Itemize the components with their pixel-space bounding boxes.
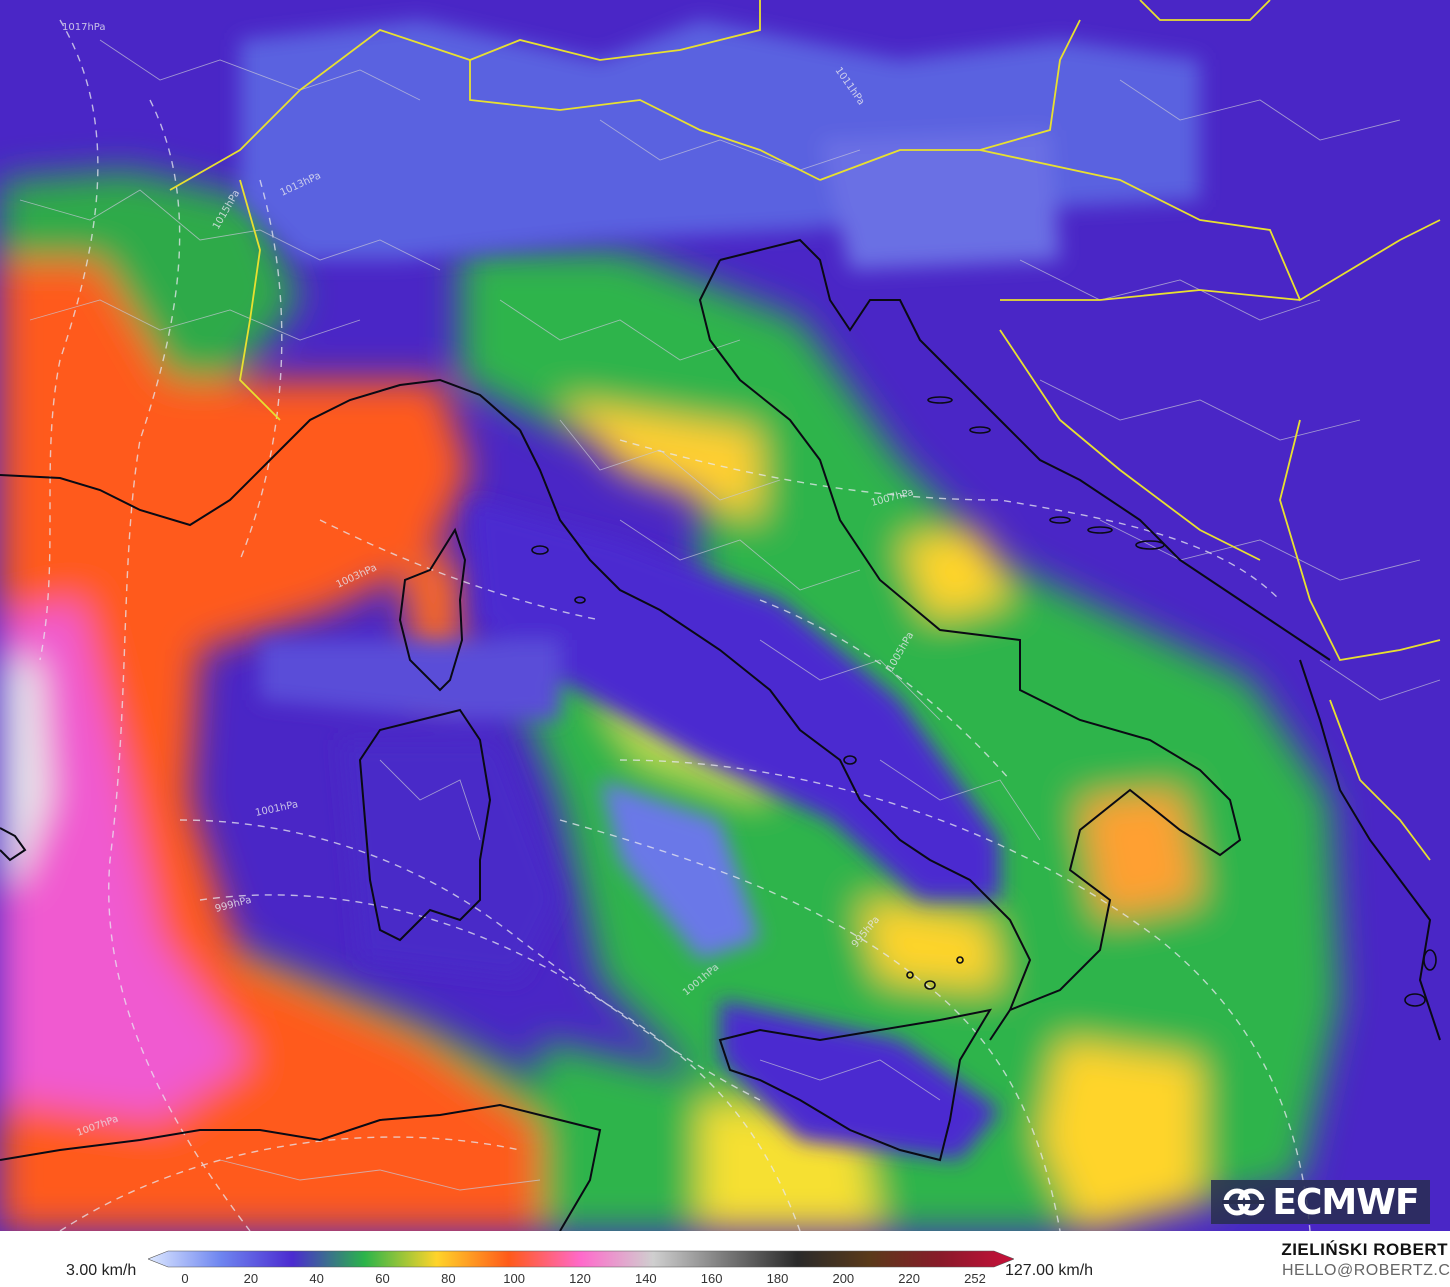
colorbar-tick-label: 20 <box>243 1271 259 1286</box>
colorbar-tick-label: 40 <box>309 1271 324 1286</box>
region-borders <box>19 39 1441 1191</box>
ecmwf-logo-icon <box>1222 1188 1267 1216</box>
colorbar-tick-label: 60 <box>375 1271 390 1286</box>
colorbar-tick-label: 220 <box>898 1271 921 1286</box>
colorbar-tick-label: 120 <box>569 1271 591 1286</box>
wind-gust-map: 1017hPa 1013hPa 1011hPa 1015hPa 1007hPa … <box>0 0 1450 1231</box>
legend-min-label: 3.00 km/h <box>66 1262 137 1279</box>
islands <box>531 396 1437 1007</box>
author-credit: ZIELIŃSKI ROBERT <box>1281 1240 1448 1259</box>
isobar-label: 1017hPa <box>62 22 106 33</box>
colorbar-tick-label: 252 <box>964 1271 986 1286</box>
colorbar <box>148 1250 1014 1268</box>
legend-max-label: 127.00 km/h <box>1005 1262 1094 1279</box>
colorbar-tick-label: 160 <box>700 1271 723 1286</box>
map-canvas: 1017hPa 1013hPa 1011hPa 1015hPa 1007hPa … <box>0 0 1441 1231</box>
ecmwf-logo: ECMWF <box>1211 1180 1430 1224</box>
coastlines <box>0 238 1441 1231</box>
colorbar-tick-label: 0 <box>181 1271 189 1286</box>
colorbar-tick-label: 200 <box>832 1271 855 1286</box>
national-borders <box>169 0 1441 861</box>
colorbar-tick-label: 80 <box>441 1271 456 1286</box>
isobar-lines <box>39 19 1311 1231</box>
colorbar-tick-label: 100 <box>503 1271 526 1286</box>
ecmwf-logo-text: ECMWF <box>1272 1181 1419 1223</box>
author-email: HELLO@ROBERTZ.CO <box>1282 1262 1450 1279</box>
colorbar-tick-label: 140 <box>634 1271 657 1286</box>
colorbar-tick-label: 180 <box>766 1271 789 1286</box>
